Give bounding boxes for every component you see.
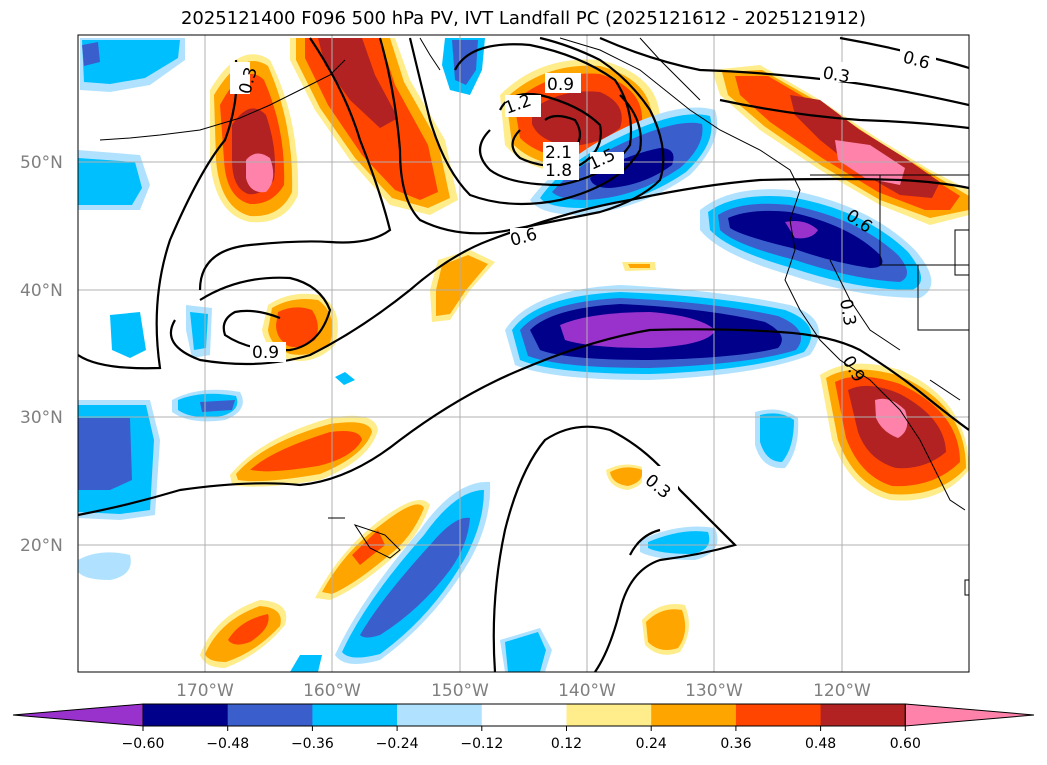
lon-label-170w: 170°W — [176, 681, 234, 701]
colorbar-bin — [651, 704, 737, 726]
lon-axis: 170°W 160°W 150°W 140°W 130°W 120°W — [176, 681, 871, 701]
colorbar-frame — [142, 703, 906, 727]
anomaly-150w-57n — [442, 38, 485, 95]
lon-label-120w: 120°W — [813, 681, 871, 701]
colorbar: −0.60 −0.48 −0.36 −0.24 −0.12 0.12 0.24 0.36 0.4… — [12, 703, 1035, 752]
gridlines — [78, 35, 969, 672]
lon-label-150w: 150°W — [431, 681, 489, 701]
contour-label: 0.9 — [252, 343, 279, 363]
anomaly-170w-38n — [110, 312, 146, 358]
colorbar-bin — [227, 704, 313, 726]
anomaly-162w-38n — [262, 293, 338, 361]
colorbar-tick-label: 0.60 — [890, 736, 921, 752]
contour-label: 0.3 — [821, 63, 851, 87]
anomaly-165w-50n — [210, 54, 299, 223]
lat-axis: 50°N 40°N 30°N 20°N — [20, 153, 63, 556]
colorbar-tick-label: 0.48 — [805, 736, 836, 752]
colorbar-bin — [143, 704, 229, 726]
anomaly-bottom-160w — [290, 655, 322, 672]
lat-label-40n: 40°N — [20, 281, 63, 301]
colorbar-tick-label: 0.36 — [720, 736, 751, 752]
colorbar-tick-label: −0.60 — [122, 736, 165, 752]
colorbar-bin — [397, 704, 483, 726]
colorbar-tick-label: −0.24 — [376, 736, 419, 752]
anomaly-left-blue — [78, 150, 150, 210]
lon-label-160w: 160°W — [303, 681, 361, 701]
colorbar-tick-label: −0.12 — [460, 736, 503, 752]
contour-label-group: 0.3 0.6 0.9 1.2 1.5 1.8 2.1 0.6 0.9 0.3 … — [230, 46, 936, 503]
anomaly-west-18n — [78, 552, 131, 580]
contour-label: 0.3 — [835, 297, 859, 327]
lat-label-30n: 30°N — [20, 408, 63, 428]
colorbar-bin — [312, 704, 398, 726]
lat-label-50n: 50°N — [20, 153, 63, 173]
anomaly-137w-15n — [642, 604, 689, 655]
colorbar-extend-min — [12, 703, 144, 727]
lat-label-20n: 20°N — [20, 536, 63, 556]
anomaly-blue-west-coast-42n — [700, 189, 932, 298]
anomaly-152w-40n — [430, 250, 495, 322]
colorbar-ticks: −0.60 −0.48 −0.36 −0.24 −0.12 0.12 0.24 0.36 0.4… — [122, 726, 921, 752]
contour-label: 0.9 — [547, 75, 574, 95]
colorbar-tick-label: −0.48 — [206, 736, 249, 752]
anomaly-tiny-32n — [335, 372, 355, 385]
colorbar-bin — [481, 704, 567, 726]
map-title: 2025121400 F096 500 hPa PV, IVT Landfall… — [180, 8, 867, 29]
map-frame — [77, 34, 970, 673]
contour-label: 1.8 — [545, 161, 572, 181]
colorbar-bin — [735, 704, 822, 726]
colorbar-tick-label: −0.36 — [291, 736, 334, 752]
anomaly-blue-west-28n — [78, 400, 160, 520]
colorbar-tick-label: 0.24 — [636, 736, 667, 752]
anomaly-165w-15n — [200, 600, 287, 668]
colorbar-extend-max — [904, 703, 1035, 727]
anomaly-blue-diagonal-20n — [335, 481, 491, 664]
colorbar-tick-label: 0.12 — [551, 736, 582, 752]
colorbar-bin — [820, 704, 906, 726]
lon-label-140w: 140°W — [558, 681, 616, 701]
contour-label: 2.1 — [545, 143, 572, 163]
anomaly-small-42n-core — [628, 264, 650, 268]
lon-label-130w: 130°W — [685, 681, 743, 701]
colorbar-bin — [566, 704, 652, 726]
coastlines — [99, 37, 969, 596]
anomaly-top-left — [80, 38, 185, 92]
colorbar-bins — [12, 703, 1035, 727]
anomaly-160w-27n — [230, 415, 378, 487]
